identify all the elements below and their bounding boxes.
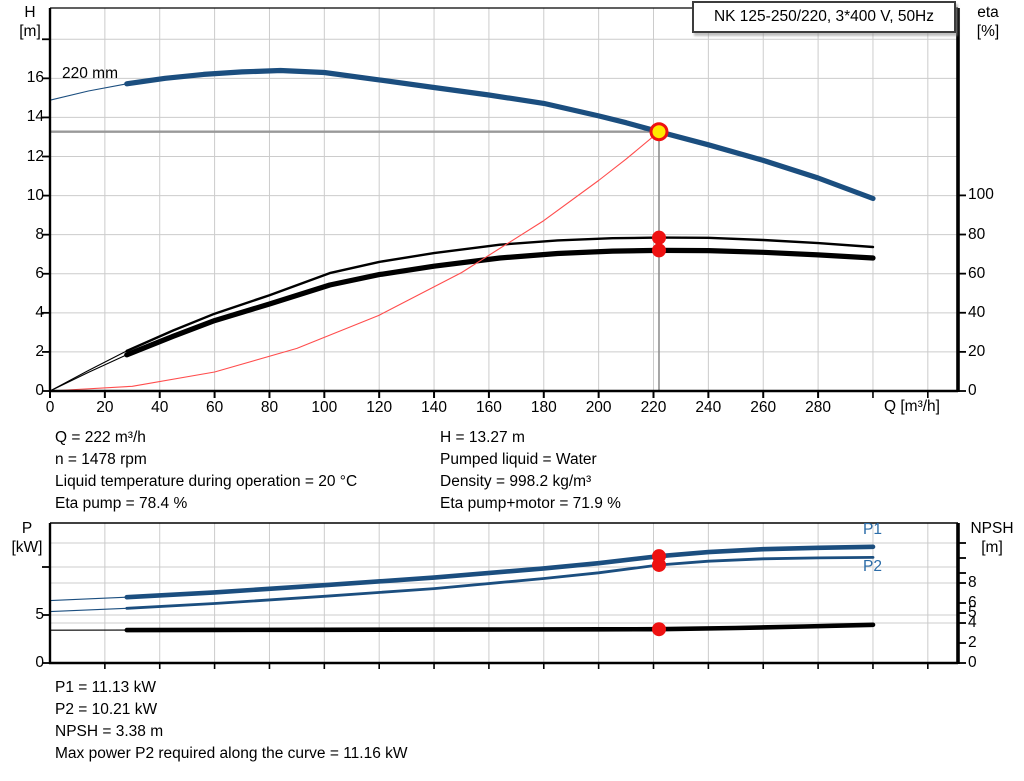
- detail-speed: n = 1478 rpm: [55, 451, 147, 468]
- right-axis-tick-label: 8: [968, 574, 977, 591]
- detail-liquid-temp: Liquid temperature during operation = 20…: [55, 473, 358, 490]
- right-axis-tick-label: 6: [968, 594, 977, 611]
- detail-eta-pump-motor: Eta pump+motor = 71.9 %: [440, 495, 621, 512]
- x-axis-tick-label: 20: [96, 399, 114, 416]
- p-axis-unit: [kW]: [11, 539, 43, 556]
- right-axis-tick-label: 80: [968, 225, 986, 243]
- p-axis-name: P: [21, 520, 33, 537]
- eta-axis-title: eta [%]: [966, 3, 1010, 41]
- detail-max-power: Max power P2 required along the curve = …: [55, 745, 408, 762]
- value-marker-dot: [651, 243, 666, 258]
- pump-curve: [124, 67, 876, 202]
- x-axis-tick-label: 280: [805, 399, 832, 416]
- x-axis-tick-label: 0: [45, 399, 55, 416]
- detail-q: Q = 222 m³/h: [55, 429, 146, 446]
- detail-eta-pump: Eta pump = 78.4 %: [55, 495, 188, 512]
- right-axis-tick-label: 2: [968, 634, 977, 651]
- eta-pump-curve: [125, 236, 875, 353]
- right-axis-tick-label: 20: [968, 342, 986, 360]
- p1-curve-lead: [49, 596, 128, 602]
- detail-pumped-liquid: Pumped liquid = Water: [440, 451, 597, 468]
- x-axis-tick-label: 60: [205, 399, 224, 416]
- left-axis-tick-label: 16: [26, 69, 44, 87]
- x-axis-tick-label: 220: [640, 399, 667, 416]
- h-axis-unit: [m]: [19, 23, 41, 40]
- eta-pump-curve-lead: [49, 350, 128, 392]
- left-axis-tick-label: 6: [35, 264, 44, 282]
- right-axis-tick-label: 0: [968, 654, 977, 671]
- system-curve-lead: [49, 131, 660, 392]
- eta-pump-motor-curve: [124, 247, 876, 358]
- value-marker-dot: [651, 557, 666, 572]
- left-axis-tick-label: 4: [35, 303, 44, 321]
- left-axis-tick-label: 14: [26, 108, 44, 126]
- impeller-diameter-label: 220 mm: [62, 65, 118, 82]
- left-axis-tick-label: 5: [35, 606, 44, 623]
- x-axis-tick-label: 40: [151, 399, 169, 416]
- x-axis-tick-label: 180: [530, 399, 557, 416]
- pump-curve-lead: [49, 83, 128, 101]
- p1-curve-label: P1: [863, 521, 882, 538]
- right-axis-tick-label: 5: [968, 604, 977, 621]
- value-marker-dot: [651, 230, 666, 245]
- right-axis-tick-label: 60: [968, 264, 986, 282]
- left-axis-tick-label: 10: [26, 186, 44, 204]
- npsh-axis-name: NPSH: [970, 520, 1014, 537]
- pump-title-text: NK 125-250/220, 3*400 V, 50Hz: [713, 8, 935, 25]
- left-axis-tick-label: 0: [35, 654, 44, 671]
- right-axis-tick-label: 0: [968, 382, 977, 399]
- npsh-axis-title: NPSH [m]: [962, 519, 1022, 557]
- h-axis-title: H [m]: [12, 3, 48, 41]
- operating-point-marker[interactable]: [649, 122, 669, 142]
- left-axis-tick-label: 8: [35, 225, 44, 243]
- detail-p2: P2 = 10.21 kW: [55, 701, 158, 718]
- x-axis-tick-label: 80: [260, 399, 279, 416]
- x-axis-tick-label: 140: [421, 399, 447, 416]
- p2-curve-label: P2: [863, 558, 882, 575]
- value-marker-dot: [651, 622, 666, 637]
- detail-p1: P1 = 11.13 kW: [55, 679, 156, 696]
- detail-head: H = 13.27 m: [440, 429, 525, 446]
- npsh-curve: [124, 622, 876, 633]
- detail-density: Density = 998.2 kg/m³: [440, 473, 592, 490]
- right-axis-tick-label: 4: [968, 614, 977, 631]
- right-axis-tick-label: 100: [968, 186, 994, 204]
- left-axis-tick-label: 0: [35, 382, 44, 399]
- eta-pump-motor-curve-lead: [49, 354, 128, 392]
- left-axis-tick-label: 12: [26, 147, 44, 165]
- p1-curve: [124, 544, 876, 600]
- detail-npsh: NPSH = 3.38 m: [55, 723, 164, 740]
- eta-axis-unit: [%]: [976, 23, 1000, 40]
- npsh-axis-unit: [m]: [981, 539, 1003, 556]
- pump-title-box: NK 125-250/220, 3*400 V, 50Hz: [692, 1, 956, 33]
- p2-curve: [125, 556, 875, 610]
- x-axis-tick-label: 100: [311, 399, 338, 416]
- h-axis-name: H: [24, 4, 36, 21]
- x-axis-tick-label: 240: [695, 399, 722, 416]
- p2-curve-lead: [49, 607, 128, 613]
- x-axis-tick-label: 120: [366, 399, 393, 416]
- right-axis-tick-label: 40: [968, 303, 986, 321]
- x-axis-tick-label: 260: [750, 399, 777, 416]
- eta-axis-name: eta: [977, 4, 999, 21]
- q-axis-title: Q [m³/h]: [884, 398, 940, 415]
- x-axis-tick-label: 200: [585, 399, 612, 416]
- left-axis-tick-label: 2: [35, 342, 44, 360]
- p-axis-title: P [kW]: [4, 519, 50, 557]
- x-axis-tick-label: 160: [475, 399, 502, 416]
